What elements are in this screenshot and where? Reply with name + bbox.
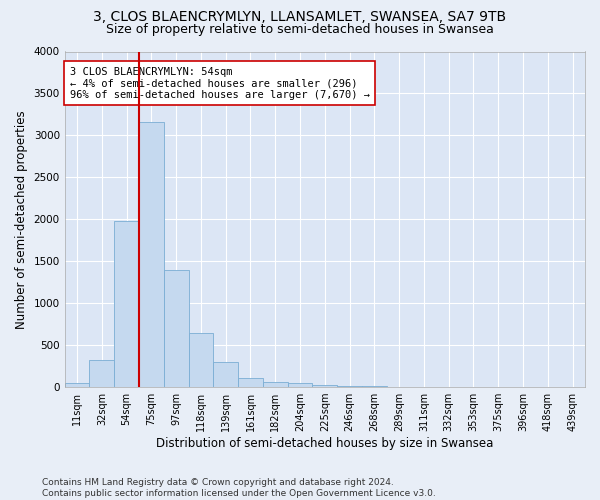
Text: Contains HM Land Registry data © Crown copyright and database right 2024.
Contai: Contains HM Land Registry data © Crown c… <box>42 478 436 498</box>
X-axis label: Distribution of semi-detached houses by size in Swansea: Distribution of semi-detached houses by … <box>156 437 494 450</box>
Bar <box>238 378 263 387</box>
Bar <box>337 386 362 387</box>
Bar <box>114 221 139 387</box>
Text: 3, CLOS BLAENCRYMLYN, LLANSAMLET, SWANSEA, SA7 9TB: 3, CLOS BLAENCRYMLYN, LLANSAMLET, SWANSE… <box>94 10 506 24</box>
Bar <box>89 360 114 387</box>
Bar <box>214 362 238 387</box>
Bar <box>287 383 313 387</box>
Text: Size of property relative to semi-detached houses in Swansea: Size of property relative to semi-detach… <box>106 22 494 36</box>
Y-axis label: Number of semi-detached properties: Number of semi-detached properties <box>15 110 28 328</box>
Bar <box>313 384 337 387</box>
Bar <box>164 270 188 387</box>
Text: 3 CLOS BLAENCRYMLYN: 54sqm
← 4% of semi-detached houses are smaller (296)
96% of: 3 CLOS BLAENCRYMLYN: 54sqm ← 4% of semi-… <box>70 66 370 100</box>
Bar <box>188 334 214 387</box>
Bar <box>65 383 89 387</box>
Bar <box>362 386 387 387</box>
Bar <box>263 382 287 387</box>
Bar <box>139 122 164 387</box>
